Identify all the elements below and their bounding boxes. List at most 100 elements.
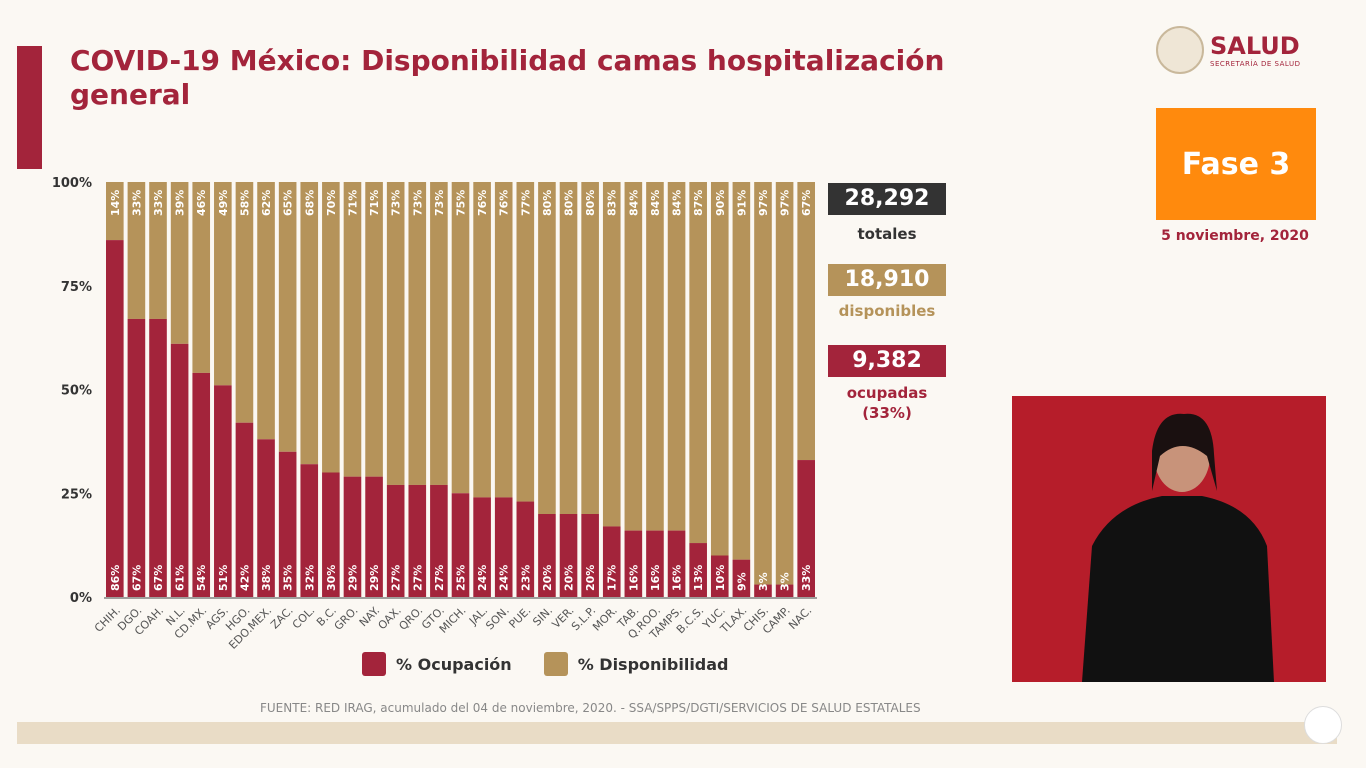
bar-occupancy [516, 501, 535, 597]
x-tick-label: ZAC. [268, 604, 296, 632]
bar-availability [754, 182, 772, 585]
y-tick-label: 75% [61, 280, 92, 295]
bar-occupancy [775, 584, 794, 597]
occupancy-data-label: 51% [217, 565, 230, 591]
available-value: 18,910 [828, 264, 946, 296]
bar-availability [732, 182, 751, 560]
x-tick-label: GRO. [332, 604, 361, 633]
bar-availability [127, 182, 146, 319]
bar-availability [538, 182, 556, 514]
availability-data-label: 65% [282, 190, 295, 216]
logo-name: SALUD [1210, 32, 1300, 60]
occupancy-data-label: 23% [519, 565, 532, 591]
bar-availability [602, 182, 621, 527]
availability-data-label: 76% [498, 190, 511, 216]
occupied-pct: (33%) [862, 404, 912, 422]
bar-occupancy [710, 555, 729, 597]
availability-data-label: 73% [390, 190, 403, 216]
occupancy-data-label: 20% [541, 565, 554, 591]
occupied-value: 9,382 [828, 345, 946, 377]
occupancy-data-label: 24% [498, 565, 511, 591]
occupancy-data-label: 24% [476, 565, 489, 591]
bar-occupancy [797, 460, 815, 597]
x-tick-label: CHIH. [92, 604, 123, 635]
bar-occupancy [408, 484, 427, 597]
occupancy-data-label: 67% [130, 565, 143, 591]
bar-occupancy [451, 493, 470, 597]
bar-availability [300, 182, 319, 465]
bar-occupancy [214, 385, 232, 597]
availability-data-label: 77% [519, 190, 532, 216]
occupancy-data-label: 16% [627, 565, 640, 591]
occupancy-data-label: 27% [390, 565, 403, 591]
occupancy-data-label: 3% [757, 572, 770, 591]
legend-swatch [543, 652, 568, 676]
bar-availability [235, 182, 254, 423]
occupancy-data-label: 33% [800, 565, 813, 591]
logo-subtitle: SECRETARÍA DE SALUD [1210, 60, 1301, 68]
source-note: FUENTE: RED IRAG, acumulado del 04 de no… [260, 701, 921, 715]
availability-data-label: 84% [649, 190, 662, 216]
bar-occupancy [559, 514, 578, 597]
bar-availability [667, 182, 686, 531]
availability-data-label: 73% [411, 190, 424, 216]
availability-data-label: 33% [152, 190, 165, 216]
occupancy-data-label: 29% [346, 565, 359, 591]
bar-availability [624, 182, 643, 531]
total-label: totales [857, 225, 917, 243]
bar-occupancy [754, 584, 772, 597]
total-value: 28,292 [828, 183, 946, 215]
footer-band [17, 722, 1337, 744]
occupancy-data-label: 61% [174, 565, 187, 591]
occupancy-data-label: 3% [779, 572, 792, 591]
page-title: COVID-19 México: Disponibilidad camas ho… [70, 44, 945, 111]
availability-data-label: 62% [260, 190, 273, 216]
occupancy-data-label: 27% [411, 565, 424, 591]
availability-data-label: 46% [195, 190, 208, 216]
availability-data-label: 84% [627, 190, 640, 216]
bar-availability [106, 182, 124, 241]
availability-data-label: 71% [368, 190, 381, 216]
bar-availability [408, 182, 427, 485]
bar-availability [710, 182, 729, 556]
occupancy-data-label: 42% [238, 565, 251, 591]
bar-occupancy [689, 543, 707, 597]
availability-data-label: 14% [109, 190, 122, 216]
bar-occupancy [235, 422, 254, 597]
bar-availability [170, 182, 189, 344]
availability-data-label: 80% [541, 190, 554, 216]
bar-occupancy [106, 240, 124, 597]
availability-data-label: 97% [757, 190, 770, 216]
availability-data-label: 84% [671, 190, 684, 216]
bar-availability [192, 182, 211, 373]
availability-data-label: 71% [346, 190, 359, 216]
availability-data-label: 67% [800, 190, 813, 216]
legend-availability: % Disponibilidad [543, 652, 729, 676]
bar-availability [516, 182, 535, 502]
occupancy-data-label: 35% [282, 565, 295, 591]
availability-data-label: 76% [476, 190, 489, 216]
occupancy-data-label: 25% [455, 565, 468, 591]
legend-swatch [362, 652, 386, 676]
bar-availability [149, 182, 167, 319]
y-tick-label: 25% [61, 487, 92, 502]
bar-occupancy [646, 530, 664, 597]
x-tick-label: MOR. [590, 604, 620, 634]
availability-data-label: 75% [455, 190, 468, 216]
bar-occupancy [494, 497, 513, 597]
y-tick-label: 100% [52, 176, 92, 191]
availability-data-label: 80% [584, 190, 597, 216]
bar-availability [473, 182, 491, 498]
occupancy-data-label: 9% [735, 572, 748, 591]
bar-availability [646, 182, 664, 531]
seal-icon [1156, 26, 1204, 74]
bar-occupancy [300, 464, 319, 597]
availability-data-label: 87% [692, 190, 705, 216]
available-label: disponibles [838, 302, 936, 320]
occupancy-data-label: 20% [584, 565, 597, 591]
x-tick-label: SON. [483, 604, 512, 633]
occupancy-data-label: 20% [563, 565, 576, 591]
bar-occupancy [127, 318, 146, 597]
bar-occupancy [170, 343, 189, 597]
